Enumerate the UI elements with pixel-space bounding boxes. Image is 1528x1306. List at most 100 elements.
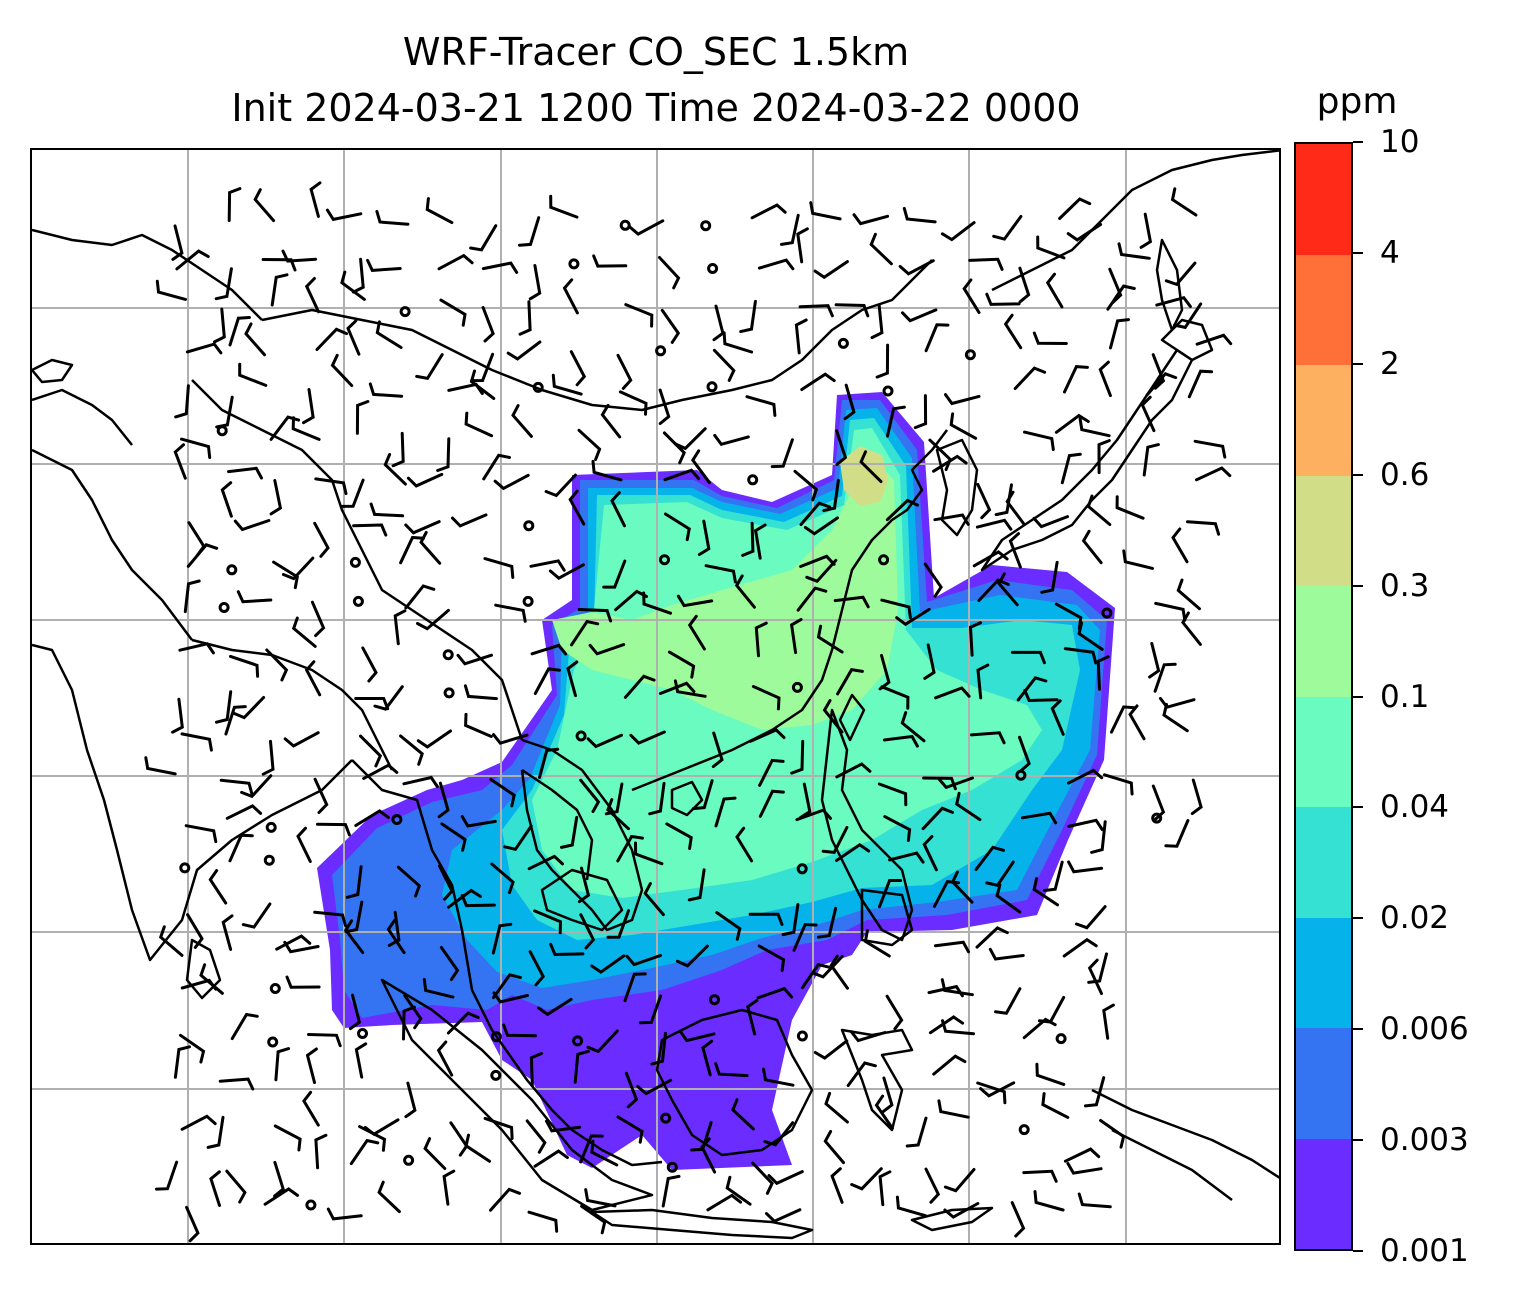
wind-barb bbox=[634, 841, 664, 866]
calm-wind-marker bbox=[216, 425, 228, 437]
wind-barb bbox=[790, 739, 805, 775]
wind-barb bbox=[750, 203, 787, 220]
wind-barb bbox=[940, 978, 974, 997]
colorbar-tick bbox=[1353, 362, 1363, 365]
wind-barb bbox=[905, 1116, 928, 1148]
wind-barb bbox=[469, 224, 498, 252]
russia-coast bbox=[991, 150, 1279, 292]
wind-barb bbox=[269, 415, 301, 441]
caspian bbox=[32, 358, 74, 384]
wind-barb bbox=[1164, 261, 1197, 287]
wind-barb bbox=[1005, 490, 1026, 526]
wind-barb bbox=[1022, 1017, 1057, 1040]
wind-barb bbox=[270, 273, 289, 307]
wind-barb bbox=[375, 210, 410, 226]
wind-barb bbox=[706, 1193, 743, 1212]
wind-barb bbox=[816, 624, 844, 654]
himalaya-border bbox=[191, 638, 394, 771]
wind-barb bbox=[310, 600, 326, 638]
calm-wind-marker bbox=[349, 556, 361, 568]
wind-barb bbox=[921, 806, 954, 831]
wind-barb bbox=[232, 696, 266, 720]
wind-barb bbox=[440, 822, 467, 852]
wind-barb bbox=[770, 438, 794, 469]
calm-wind-marker bbox=[700, 220, 712, 232]
wind-barb bbox=[416, 729, 452, 749]
wind-barb bbox=[941, 1019, 975, 1036]
wind-barb bbox=[227, 466, 263, 480]
wind-barb bbox=[530, 643, 568, 656]
java bbox=[590, 1208, 814, 1240]
wind-barb bbox=[533, 1149, 569, 1168]
wind-barb bbox=[799, 554, 836, 568]
wind-barb bbox=[975, 926, 1009, 949]
map-canvas bbox=[32, 150, 1279, 1243]
wind-barb bbox=[734, 574, 756, 609]
wind-barb bbox=[616, 353, 633, 390]
wind-barb bbox=[545, 1119, 582, 1133]
calm-wind-marker bbox=[837, 337, 849, 349]
wind-barb bbox=[208, 869, 228, 905]
wind-barb bbox=[610, 491, 626, 528]
wind-barb bbox=[1058, 197, 1092, 220]
colorbar-tick bbox=[1353, 473, 1363, 476]
wind-barb bbox=[456, 653, 493, 666]
wind-barb bbox=[304, 277, 320, 314]
wind-barb bbox=[780, 213, 800, 246]
wind-barb bbox=[1077, 621, 1104, 651]
calm-wind-marker bbox=[1018, 1124, 1030, 1136]
wind-barb bbox=[648, 781, 666, 816]
wind-barb bbox=[701, 1039, 714, 1077]
wind-barb bbox=[886, 405, 906, 438]
wind-barb bbox=[878, 1170, 892, 1207]
wind-barb bbox=[895, 1195, 927, 1218]
wind-barb bbox=[1033, 1190, 1065, 1212]
wind-barb bbox=[345, 865, 363, 899]
wind-barb bbox=[343, 919, 365, 954]
wind-barb bbox=[836, 668, 864, 696]
wind-barb bbox=[933, 513, 970, 526]
wind-barb bbox=[638, 994, 663, 1025]
wind-barb bbox=[687, 868, 706, 902]
wind-barb bbox=[792, 923, 818, 952]
wind-barb bbox=[155, 279, 187, 301]
map-title-line-2: Init 2024-03-21 1200 Time 2024-03-22 000… bbox=[231, 86, 1081, 130]
wind-barb bbox=[489, 778, 516, 808]
wind-barb bbox=[789, 617, 803, 655]
wind-barb bbox=[642, 591, 672, 615]
wind-barb bbox=[1022, 1169, 1058, 1183]
colorbar-tick bbox=[1353, 1139, 1363, 1142]
wind-barb bbox=[1036, 235, 1066, 260]
wind-barb bbox=[240, 774, 273, 799]
wind-barb bbox=[663, 468, 701, 482]
wind-barb bbox=[437, 781, 450, 819]
wind-barb bbox=[800, 962, 831, 990]
wind-barb bbox=[992, 215, 1023, 241]
wind-barb bbox=[803, 516, 839, 536]
wind-barb bbox=[1096, 655, 1110, 691]
wind-barb bbox=[673, 679, 707, 698]
wind-barb bbox=[735, 826, 754, 863]
wind-barb bbox=[624, 1071, 639, 1109]
colorbar-tick-label: 4 bbox=[1380, 234, 1400, 271]
wind-barb bbox=[349, 1138, 380, 1166]
wind-barb bbox=[665, 822, 693, 850]
wind-barb bbox=[229, 654, 260, 678]
wind-barb bbox=[354, 697, 390, 711]
wind-barb bbox=[835, 429, 848, 466]
wind-barb bbox=[888, 851, 925, 864]
wind-barb bbox=[265, 648, 289, 682]
wind-barb bbox=[464, 712, 493, 738]
wind-barb bbox=[643, 882, 665, 917]
calm-wind-marker bbox=[706, 381, 718, 393]
wind-barb bbox=[835, 762, 872, 779]
wind-barb bbox=[537, 997, 573, 1017]
wind-barb bbox=[830, 1167, 844, 1204]
wind-barb bbox=[285, 975, 321, 989]
calm-wind-marker bbox=[796, 1030, 808, 1042]
wind-barb bbox=[1008, 532, 1022, 569]
wind-barb bbox=[469, 369, 496, 400]
wind-barb bbox=[273, 1124, 302, 1152]
wind-barb bbox=[1035, 1062, 1066, 1086]
wind-barb bbox=[1186, 520, 1221, 536]
